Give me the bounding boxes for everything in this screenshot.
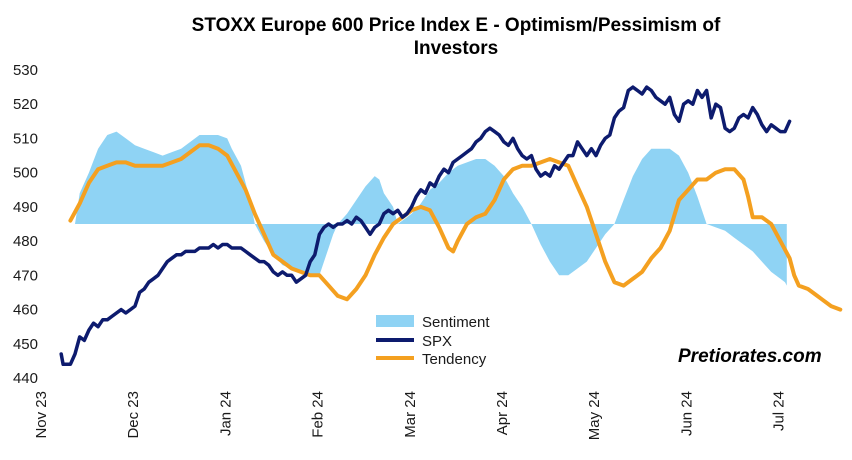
y-tick-label: 480 — [13, 233, 38, 250]
x-tick-label: Jan 24 — [217, 391, 234, 436]
x-tick-label: Apr 24 — [494, 391, 511, 435]
chart-title-line-1: STOXX Europe 600 Price Index E - Optimis… — [192, 15, 721, 36]
y-tick-label: 440 — [13, 370, 38, 387]
tendency-series-line — [68, 143, 843, 312]
x-tick-label: Mar 24 — [402, 391, 419, 438]
y-tick-label: 460 — [13, 302, 38, 319]
legend-label-tendency: Tendency — [422, 351, 487, 368]
y-axis: 440 450 460 470 480 490 500 510 520 530 — [13, 62, 38, 387]
x-axis: Nov 23 Dec 23 Jan 24 Feb 24 Mar 24 Apr 24 May … — [33, 391, 788, 440]
y-tick-label: 490 — [13, 199, 38, 216]
y-tick-label: 470 — [13, 267, 38, 284]
legend-swatch-sentiment — [376, 315, 414, 327]
y-tick-label: 450 — [13, 336, 38, 353]
x-tick-label: Nov 23 — [33, 391, 50, 439]
watermark: Pretiorates.com — [678, 346, 822, 367]
y-tick-label: 520 — [13, 96, 38, 113]
legend: Sentiment SPX Tendency — [376, 314, 490, 368]
y-tick-label: 530 — [13, 62, 38, 79]
legend-label-sentiment: Sentiment — [422, 314, 490, 331]
plot-area — [59, 85, 843, 367]
x-tick-label: Jun 24 — [678, 391, 695, 436]
legend-label-spx: SPX — [422, 333, 452, 350]
x-tick-label: Dec 23 — [125, 391, 142, 439]
x-tick-label: May 24 — [586, 391, 603, 440]
x-tick-label: Jul 24 — [771, 391, 788, 431]
x-tick-label: Feb 24 — [310, 391, 327, 438]
chart-title-line-2: Investors — [414, 38, 498, 59]
y-tick-label: 510 — [13, 130, 38, 147]
spx-series-line — [59, 85, 792, 367]
y-tick-label: 500 — [13, 165, 38, 182]
